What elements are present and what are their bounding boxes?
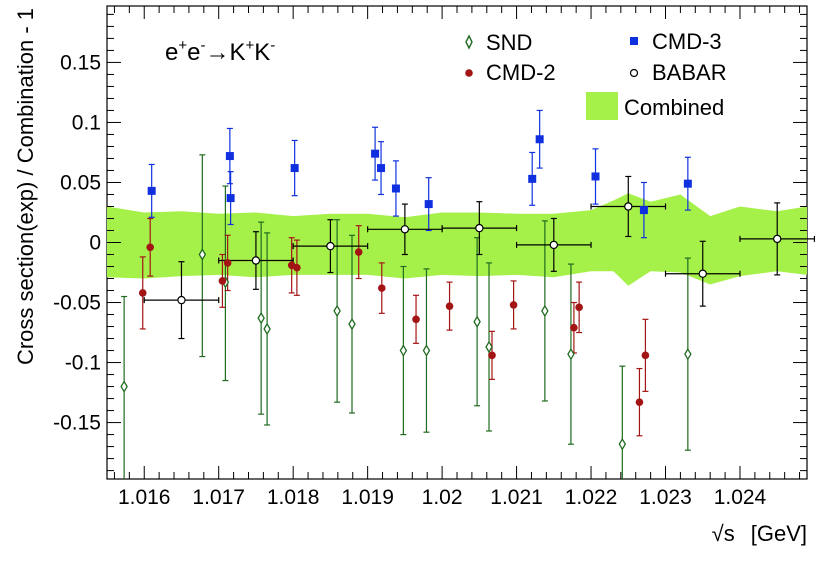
- cmd2-point: [635, 398, 644, 406]
- y-tick-label: -0.05: [53, 292, 101, 315]
- snd-point: [348, 317, 356, 331]
- y-tick-label: 0.05: [60, 171, 101, 194]
- cmd3-point: [424, 200, 433, 209]
- snd-point: [263, 322, 271, 336]
- cmd3-point: [535, 135, 544, 144]
- legend: SND CMD-3 CMD-2 BABAR Combined: [465, 29, 727, 120]
- legend-cmd2-marker: [465, 69, 473, 77]
- cmd2-point: [293, 263, 301, 272]
- cmd2-point: [223, 259, 232, 267]
- cmd3-point: [639, 206, 648, 215]
- cmd3-point: [225, 152, 234, 161]
- y-tick-label: 0: [89, 232, 101, 255]
- snd-point: [684, 347, 692, 361]
- legend-babar-label: BABAR: [652, 60, 727, 85]
- snd-point: [333, 304, 341, 318]
- x-tick-label: 1.023: [639, 486, 692, 509]
- cmd2-point: [138, 289, 147, 297]
- y-axis-title: Cross section(exp) / Combination - 1: [13, 8, 38, 365]
- babar-point: [698, 269, 707, 278]
- combined-band: [107, 193, 807, 286]
- babar-point: [624, 202, 633, 211]
- snd-point: [120, 380, 128, 393]
- combined-band-layer: [107, 193, 807, 286]
- babar-point: [549, 240, 559, 250]
- cmd3-point: [371, 149, 380, 158]
- cmd2-point: [146, 243, 154, 252]
- babar-point: [400, 225, 410, 234]
- babar-point: [773, 234, 782, 244]
- legend-babar-marker: [629, 68, 639, 78]
- x-tick-label: 1.018: [267, 486, 320, 509]
- x-tick-label: 1.017: [192, 486, 245, 509]
- legend-cmd3-label: CMD-3: [652, 29, 722, 54]
- cmd3-point: [528, 174, 537, 183]
- x-axis-title: √s [GeV]: [712, 521, 807, 546]
- legend-snd-label: SND: [486, 30, 532, 55]
- cmd3-point: [226, 194, 235, 203]
- cmd2-point: [570, 323, 578, 332]
- snd-point: [198, 248, 207, 261]
- snd-point: [257, 311, 265, 325]
- x-tick-label: 1.024: [714, 486, 767, 509]
- babar-point: [251, 256, 261, 265]
- legend-combined-label: Combined: [624, 95, 724, 120]
- babar-point: [326, 241, 335, 251]
- y-tick-label: 0.15: [60, 51, 101, 74]
- snd-point: [422, 344, 431, 357]
- babar-point: [177, 295, 186, 305]
- cmd2-point: [575, 303, 583, 312]
- snd-point: [485, 340, 493, 354]
- cmd2-point: [412, 315, 420, 324]
- x-tick-label: 1.021: [490, 486, 543, 509]
- snd-point: [399, 344, 408, 357]
- legend-combined-swatch: [586, 92, 618, 120]
- snd-point: [541, 304, 549, 318]
- snd-point: [473, 315, 481, 328]
- cmd2-point: [354, 248, 363, 256]
- cmd2-point: [488, 351, 496, 360]
- axis-ticks-layer: 1.016 1.017 1.018 1.019 1.02 1.021 1.022 1.023 1…: [53, 6, 807, 509]
- y-tick-label: -0.15: [53, 412, 101, 435]
- cmd3-point: [683, 179, 692, 188]
- x-tick-label: 1.016: [118, 486, 171, 509]
- markers-layer: [120, 135, 782, 451]
- cmd3-point: [377, 164, 386, 173]
- cmd3-point: [391, 184, 400, 193]
- x-tick-label: 1.019: [341, 486, 394, 509]
- legend-cmd2-label: CMD-2: [486, 60, 556, 85]
- cmd3-point: [290, 164, 299, 173]
- cmd2-point: [509, 301, 518, 309]
- snd-point: [567, 347, 575, 361]
- legend-snd-marker: [465, 34, 473, 50]
- chart-title: e+e-→K+K-: [165, 37, 275, 66]
- cmd2-point: [641, 351, 650, 360]
- cmd3-point: [591, 172, 600, 181]
- x-tick-label: 1.02: [422, 486, 463, 509]
- legend-cmd3-marker: [630, 37, 638, 45]
- y-tick-label: -0.1: [65, 352, 101, 375]
- snd-point: [618, 437, 627, 451]
- cmd2-point: [445, 302, 454, 310]
- cmd2-point: [377, 284, 386, 292]
- babar-point: [475, 223, 484, 233]
- error-bars-layer: [121, 109, 816, 479]
- x-tick-label: 1.022: [565, 486, 618, 509]
- y-tick-label: 0.1: [72, 111, 101, 134]
- cmd2-point: [218, 277, 227, 285]
- cmd3-point: [147, 186, 156, 195]
